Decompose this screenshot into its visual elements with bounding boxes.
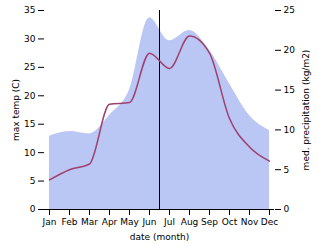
svg-text:Dec: Dec (261, 217, 278, 227)
svg-text:0: 0 (30, 204, 36, 214)
svg-text:20: 20 (284, 45, 296, 55)
svg-text:Jun: Jun (141, 217, 156, 227)
svg-text:10: 10 (24, 148, 36, 158)
svg-text:15: 15 (24, 119, 35, 129)
svg-text:Sep: Sep (201, 217, 218, 227)
svg-text:0: 0 (284, 204, 290, 214)
svg-text:date (month): date (month) (130, 232, 189, 242)
svg-text:Jul: Jul (163, 217, 175, 227)
svg-text:med. precipitation (kg/m2): med. precipitation (kg/m2) (301, 50, 311, 171)
svg-text:5: 5 (284, 165, 290, 175)
svg-text:30: 30 (24, 34, 36, 44)
svg-text:20: 20 (24, 91, 36, 101)
svg-text:35: 35 (24, 5, 35, 15)
svg-text:Apr: Apr (102, 217, 118, 227)
svg-text:Mar: Mar (81, 217, 98, 227)
svg-text:May: May (120, 217, 139, 227)
svg-text:25: 25 (284, 5, 295, 15)
svg-text:10: 10 (284, 125, 296, 135)
svg-text:Aug: Aug (181, 217, 199, 227)
svg-text:15: 15 (284, 85, 295, 95)
svg-text:5: 5 (30, 176, 36, 186)
svg-text:Jan: Jan (42, 217, 57, 227)
svg-text:Oct: Oct (222, 217, 238, 227)
svg-text:Feb: Feb (62, 217, 78, 227)
svg-text:Nov: Nov (241, 217, 259, 227)
svg-text:25: 25 (24, 62, 35, 72)
svg-text:max temp (C): max temp (C) (11, 79, 21, 141)
